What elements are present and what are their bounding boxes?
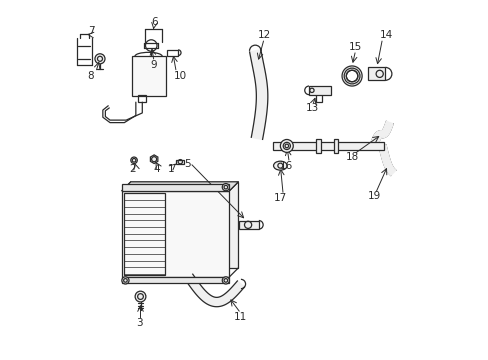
Bar — [122, 191, 229, 277]
Text: 1: 1 — [167, 164, 174, 174]
Bar — [315, 94, 321, 102]
Text: 17: 17 — [273, 193, 286, 203]
Polygon shape — [378, 145, 395, 175]
Circle shape — [95, 54, 105, 64]
Text: 14: 14 — [379, 30, 392, 40]
Text: 4: 4 — [153, 164, 160, 174]
Text: 18: 18 — [345, 152, 358, 162]
Bar — [367, 67, 385, 80]
Bar — [316, 139, 320, 153]
Bar — [122, 277, 229, 283]
Bar — [273, 142, 384, 149]
Circle shape — [122, 277, 129, 284]
Circle shape — [131, 157, 137, 163]
Text: 12: 12 — [257, 30, 270, 40]
Text: 13: 13 — [305, 103, 319, 113]
Polygon shape — [122, 182, 238, 191]
Polygon shape — [249, 50, 267, 139]
Circle shape — [222, 277, 229, 284]
Bar — [333, 139, 338, 153]
Text: 3: 3 — [136, 319, 143, 328]
Bar — [176, 159, 184, 164]
Text: 7: 7 — [87, 26, 94, 36]
Text: 16: 16 — [280, 161, 293, 171]
Polygon shape — [369, 121, 392, 147]
Circle shape — [222, 184, 229, 191]
Bar — [131, 56, 165, 96]
Text: 8: 8 — [87, 71, 94, 81]
Bar — [167, 50, 178, 55]
Bar — [239, 221, 258, 229]
Text: 11: 11 — [234, 312, 247, 322]
Polygon shape — [185, 274, 244, 307]
Text: 9: 9 — [150, 60, 157, 70]
Circle shape — [346, 70, 357, 82]
Polygon shape — [150, 155, 158, 163]
Bar — [122, 184, 229, 191]
Bar — [308, 86, 330, 95]
Text: 6: 6 — [150, 17, 157, 27]
Circle shape — [280, 139, 293, 152]
Ellipse shape — [273, 161, 286, 170]
Circle shape — [341, 66, 362, 86]
Text: 10: 10 — [173, 71, 186, 81]
Bar — [138, 95, 145, 102]
Text: 15: 15 — [348, 42, 362, 52]
Text: 2: 2 — [129, 164, 136, 174]
Text: 19: 19 — [367, 191, 380, 201]
Text: 5: 5 — [183, 159, 190, 169]
Circle shape — [135, 291, 145, 302]
Bar — [124, 193, 164, 275]
Bar — [131, 182, 238, 268]
